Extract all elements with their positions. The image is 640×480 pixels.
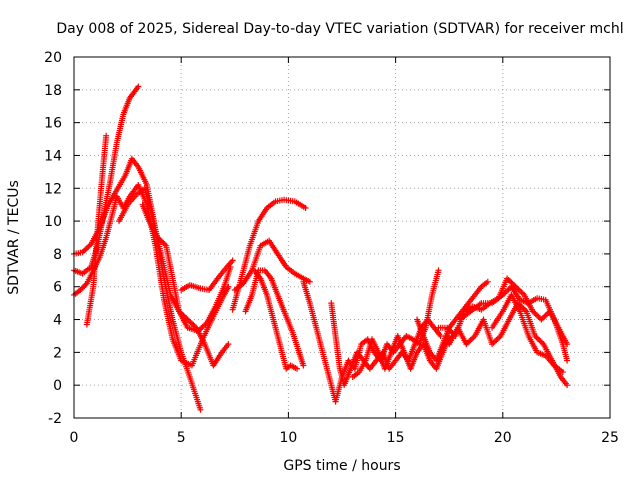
series-sat-p: [435, 275, 571, 348]
y-tick-label: 12: [44, 181, 62, 197]
point-marker: [564, 382, 571, 389]
series-sat-s: [489, 291, 566, 376]
series-sat-f: [139, 201, 234, 335]
point-marker: [539, 315, 546, 322]
data-points: [71, 83, 571, 413]
x-tick-label: 20: [494, 430, 512, 446]
series-sat-k: [251, 267, 300, 372]
point-marker: [542, 312, 549, 319]
y-tick-label: -2: [48, 411, 62, 427]
series-sat-m: [328, 300, 444, 389]
series-sat-a: [71, 83, 142, 277]
point-marker: [532, 311, 539, 318]
series-sat-o: [414, 278, 491, 364]
series-sat-g: [178, 257, 236, 294]
x-tick-label: 15: [387, 430, 405, 446]
x-tick-label: 25: [601, 430, 619, 446]
series-sat-h: [229, 196, 309, 313]
series-sat-n: [349, 332, 453, 380]
point-marker: [302, 204, 309, 211]
series-sat-r: [456, 283, 571, 364]
y-tick-label: 14: [44, 148, 62, 164]
series-sat-e: [116, 185, 232, 369]
point-marker: [494, 335, 501, 342]
point-marker: [83, 245, 90, 252]
y-axis-label: SDTVAR / TECUs: [6, 180, 22, 295]
x-tick-label: 5: [177, 430, 186, 446]
point-marker: [85, 243, 92, 250]
point-marker: [306, 278, 313, 285]
y-tick-label: 20: [44, 50, 62, 66]
point-marker: [82, 246, 89, 253]
plot-frame: [73, 56, 611, 419]
y-tick-label: 4: [53, 313, 62, 329]
y-tick-label: 6: [53, 280, 62, 296]
point-marker: [535, 313, 542, 320]
series-sat-l: [300, 267, 442, 405]
point-marker: [536, 337, 543, 344]
x-tick-label: 10: [279, 430, 297, 446]
point-marker: [225, 341, 232, 348]
point-marker: [467, 337, 474, 344]
point-marker: [466, 338, 473, 345]
point-marker: [229, 257, 236, 264]
point-marker: [520, 305, 527, 312]
series-sat-c: [71, 181, 232, 369]
point-marker: [491, 338, 498, 345]
point-marker: [537, 338, 544, 345]
point-marker: [506, 278, 513, 285]
point-marker: [435, 267, 442, 274]
series-sat-d: [83, 132, 110, 328]
tick-labels: 0 5 10 15 20 25 -2 0 2 4 6 8 10 12 14 16 18 20: [44, 50, 619, 446]
point-marker: [103, 132, 110, 139]
point-marker: [437, 332, 444, 339]
y-tick-label: 8: [53, 247, 62, 263]
point-marker: [541, 313, 548, 320]
x-tick-label: 0: [70, 430, 79, 446]
point-marker: [534, 312, 541, 319]
point-marker: [300, 362, 307, 369]
point-marker: [197, 406, 204, 413]
point-marker: [469, 335, 476, 342]
y-tick-label: 18: [44, 83, 62, 99]
point-marker: [135, 83, 142, 90]
x-axis-label: GPS time / hours: [283, 458, 400, 474]
point-marker: [484, 278, 491, 285]
point-marker: [518, 289, 525, 296]
point-marker: [538, 316, 545, 323]
point-marker: [82, 281, 89, 288]
point-marker: [293, 365, 300, 372]
chart-title: Day 008 of 2025, Sidereal Day-to-day VTE…: [56, 21, 623, 37]
y-tick-label: 2: [53, 345, 62, 361]
y-tick-label: 16: [44, 116, 62, 132]
point-marker: [160, 239, 167, 246]
point-marker: [559, 369, 566, 376]
series-sat-i: [231, 237, 313, 294]
point-marker: [564, 357, 571, 364]
point-marker: [534, 335, 541, 342]
y-tick-label: 0: [53, 378, 62, 394]
point-marker: [199, 323, 206, 330]
y-tick-label: 10: [44, 214, 62, 230]
